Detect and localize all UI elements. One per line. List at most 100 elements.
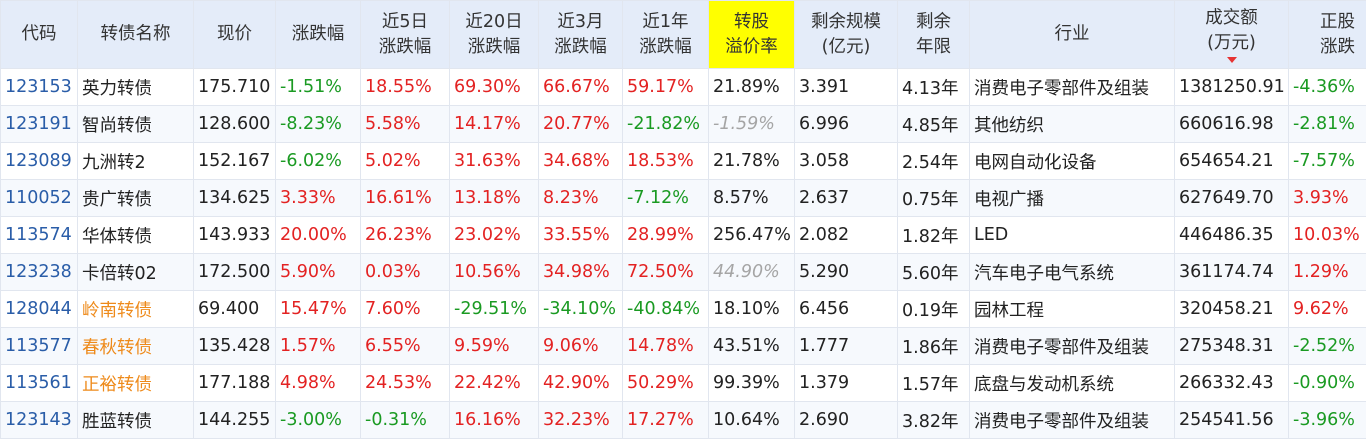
turnover-cell: 266332.43	[1174, 364, 1289, 402]
price-cell: 135.428	[193, 327, 276, 365]
table-row[interactable]: 123153 英力转债 175.710 -1.51% 18.55% 69.30% 66.67…	[0, 68, 1366, 106]
change-3m-cell: 34.98%	[538, 253, 623, 291]
turnover-cell: 446486.35	[1174, 216, 1289, 254]
code-cell[interactable]: 123089	[0, 142, 78, 180]
bond-name-cell[interactable]: 正裕转债	[77, 364, 194, 402]
col-header-price[interactable]: 现价	[193, 0, 276, 69]
stock-change-cell: -2.52%	[1288, 327, 1366, 365]
col-header-stock-change[interactable]: 正股 涨跌	[1288, 0, 1366, 69]
code-cell[interactable]: 113574	[0, 216, 78, 254]
stock-change-cell: -3.96%	[1288, 401, 1366, 439]
code-cell[interactable]: 123143	[0, 401, 78, 439]
change-cell: -8.23%	[275, 105, 361, 143]
col-header-change-1y[interactable]: 近1年 涨跌幅	[622, 0, 709, 69]
change-5d-cell: 5.58%	[360, 105, 450, 143]
code-cell[interactable]: 113577	[0, 327, 78, 365]
premium-cell: 256.47%	[708, 216, 795, 254]
change-3m-cell: 20.77%	[538, 105, 623, 143]
table-row[interactable]: 113561 正裕转债 177.188 4.98% 24.53% 22.42% 42.90%…	[0, 364, 1366, 402]
code-cell[interactable]: 128044	[0, 290, 78, 328]
industry-cell: 汽车电子电气系统	[969, 253, 1175, 291]
col-header-change-3m[interactable]: 近3月 涨跌幅	[538, 0, 623, 69]
years-cell: 0.75年	[897, 179, 970, 217]
scale-cell: 1.777	[794, 327, 898, 365]
bond-name-cell[interactable]: 胜蓝转债	[77, 401, 194, 439]
industry-cell: 消费电子零部件及组装	[969, 327, 1175, 365]
col-header-years[interactable]: 剩余 年限	[897, 0, 970, 69]
stock-change-cell: 1.29%	[1288, 253, 1366, 291]
change-1y-cell: 50.29%	[622, 364, 709, 402]
industry-cell: 电网自动化设备	[969, 142, 1175, 180]
code-cell[interactable]: 123191	[0, 105, 78, 143]
industry-cell: 其他纺织	[969, 105, 1175, 143]
years-cell: 1.57年	[897, 364, 970, 402]
col-header-change-5d[interactable]: 近5日 涨跌幅	[360, 0, 450, 69]
price-cell: 128.600	[193, 105, 276, 143]
price-cell: 175.710	[193, 68, 276, 106]
col-header-premium[interactable]: 转股 溢价率	[708, 0, 795, 69]
change-3m-cell: 9.06%	[538, 327, 623, 365]
turnover-cell: 1381250.91	[1174, 68, 1289, 106]
table-row[interactable]: 123089 九洲转2 152.167 -6.02% 5.02% 31.63% 34.68%…	[0, 142, 1366, 180]
bond-name-cell[interactable]: 卡倍转02	[77, 253, 194, 291]
change-5d-cell: 7.60%	[360, 290, 450, 328]
premium-cell: 99.39%	[708, 364, 795, 402]
change-5d-cell: 0.03%	[360, 253, 450, 291]
bond-name-cell[interactable]: 英力转债	[77, 68, 194, 106]
change-20d-cell: 69.30%	[449, 68, 539, 106]
industry-cell: 消费电子零部件及组装	[969, 401, 1175, 439]
table-row[interactable]: 113577 春秋转债 135.428 1.57% 6.55% 9.59% 9.06% 14.…	[0, 327, 1366, 365]
change-3m-cell: 32.23%	[538, 401, 623, 439]
turnover-cell: 654654.21	[1174, 142, 1289, 180]
code-cell[interactable]: 110052	[0, 179, 78, 217]
change-20d-cell: 31.63%	[449, 142, 539, 180]
change-20d-cell: 16.16%	[449, 401, 539, 439]
header-row: 代码 转债名称 现价 涨跌幅 近5日 涨跌幅 近20日 涨跌幅 近3月 涨跌幅 近1年…	[0, 0, 1366, 69]
table-row[interactable]: 123143 胜蓝转债 144.255 -3.00% -0.31% 16.16% 32.23…	[0, 401, 1366, 439]
col-header-code[interactable]: 代码	[0, 0, 78, 69]
industry-cell: LED	[969, 216, 1175, 254]
change-3m-cell: 42.90%	[538, 364, 623, 402]
bond-name-cell[interactable]: 智尚转债	[77, 105, 194, 143]
col-header-scale[interactable]: 剩余规模 (亿元)	[794, 0, 898, 69]
col-header-change[interactable]: 涨跌幅	[275, 0, 361, 69]
col-header-name[interactable]: 转债名称	[77, 0, 194, 69]
table-row[interactable]: 128044 岭南转债 69.400 15.47% 7.60% -29.51% -34.10…	[0, 290, 1366, 328]
table-row[interactable]: 113574 华体转债 143.933 20.00% 26.23% 23.02% 33.55…	[0, 216, 1366, 254]
change-1y-cell: 28.99%	[622, 216, 709, 254]
price-cell: 143.933	[193, 216, 276, 254]
bond-name-cell[interactable]: 贵广转债	[77, 179, 194, 217]
change-3m-cell: 66.67%	[538, 68, 623, 106]
code-cell[interactable]: 123238	[0, 253, 78, 291]
price-cell: 134.625	[193, 179, 276, 217]
bond-name-cell[interactable]: 华体转债	[77, 216, 194, 254]
scale-cell: 6.996	[794, 105, 898, 143]
bond-name-cell[interactable]: 九洲转2	[77, 142, 194, 180]
change-cell: -6.02%	[275, 142, 361, 180]
col-header-change-20d[interactable]: 近20日 涨跌幅	[449, 0, 539, 69]
table-row[interactable]: 110052 贵广转债 134.625 3.33% 16.61% 13.18% 8.23% -…	[0, 179, 1366, 217]
change-cell: 5.90%	[275, 253, 361, 291]
code-cell[interactable]: 113561	[0, 364, 78, 402]
code-cell[interactable]: 123153	[0, 68, 78, 106]
change-5d-cell: -0.31%	[360, 401, 450, 439]
col-header-industry[interactable]: 行业	[969, 0, 1175, 69]
stock-change-cell: 9.62%	[1288, 290, 1366, 328]
years-cell: 3.82年	[897, 401, 970, 439]
bond-name-cell[interactable]: 春秋转债	[77, 327, 194, 365]
table-row[interactable]: 123238 卡倍转02 172.500 5.90% 0.03% 10.56% 34.98%…	[0, 253, 1366, 291]
scale-cell: 6.456	[794, 290, 898, 328]
bond-name-cell[interactable]: 岭南转债	[77, 290, 194, 328]
years-cell: 1.86年	[897, 327, 970, 365]
years-cell: 1.82年	[897, 216, 970, 254]
table-row[interactable]: 123191 智尚转债 128.600 -8.23% 5.58% 14.17% 20.77%…	[0, 105, 1366, 143]
change-3m-cell: 8.23%	[538, 179, 623, 217]
scale-cell: 3.058	[794, 142, 898, 180]
sort-desc-icon[interactable]	[1226, 57, 1237, 63]
col-header-turnover[interactable]: 成交额 (万元)	[1174, 0, 1289, 69]
change-20d-cell: 9.59%	[449, 327, 539, 365]
premium-cell: 8.57%	[708, 179, 795, 217]
change-1y-cell: -40.84%	[622, 290, 709, 328]
price-cell: 172.500	[193, 253, 276, 291]
